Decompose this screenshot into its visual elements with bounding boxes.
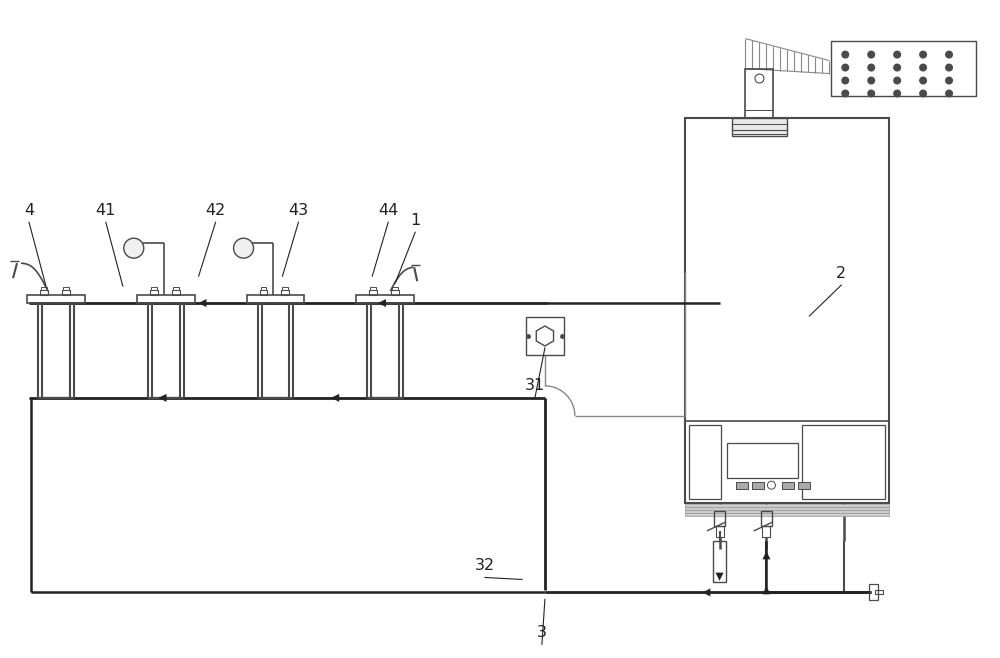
Circle shape — [894, 77, 900, 84]
Bar — [685, 504, 889, 507]
Bar — [370, 287, 376, 290]
Circle shape — [868, 51, 875, 58]
Bar — [802, 425, 885, 499]
Circle shape — [946, 90, 952, 97]
Circle shape — [868, 77, 875, 84]
Bar — [875, 590, 883, 594]
Circle shape — [920, 51, 926, 58]
Bar — [782, 482, 794, 489]
Bar — [40, 290, 48, 295]
Bar — [282, 287, 288, 290]
Text: 43: 43 — [288, 203, 308, 218]
Circle shape — [946, 64, 952, 71]
Text: 44: 44 — [378, 203, 398, 218]
Bar — [27, 295, 85, 303]
Bar — [369, 290, 377, 295]
Bar — [261, 287, 266, 290]
Bar — [752, 482, 764, 489]
Text: 42: 42 — [205, 203, 226, 218]
Bar — [732, 118, 787, 136]
Circle shape — [868, 64, 875, 71]
Text: 1: 1 — [410, 213, 420, 228]
Bar — [172, 290, 180, 295]
Text: 3: 3 — [537, 625, 547, 640]
Bar — [151, 287, 157, 290]
Text: 31: 31 — [525, 378, 545, 393]
Bar — [247, 295, 304, 303]
Circle shape — [894, 90, 900, 97]
Bar — [137, 295, 195, 303]
Circle shape — [842, 77, 849, 84]
Circle shape — [920, 64, 926, 71]
Circle shape — [920, 90, 926, 97]
Bar — [150, 290, 158, 295]
Bar — [713, 541, 726, 582]
Bar — [685, 507, 889, 509]
Text: 32: 32 — [475, 558, 495, 573]
Bar — [732, 124, 787, 134]
Circle shape — [894, 64, 900, 71]
Bar — [685, 510, 889, 513]
Bar — [281, 290, 289, 295]
Circle shape — [842, 64, 849, 71]
Circle shape — [894, 51, 900, 58]
Bar — [869, 584, 878, 601]
Bar — [391, 290, 399, 295]
Bar — [762, 526, 770, 536]
Text: 4: 4 — [24, 203, 34, 218]
Circle shape — [920, 77, 926, 84]
Circle shape — [868, 90, 875, 97]
Bar — [798, 482, 810, 489]
Circle shape — [124, 238, 144, 258]
Circle shape — [234, 238, 254, 258]
Bar — [356, 295, 414, 303]
Bar — [63, 287, 69, 290]
Circle shape — [946, 77, 952, 84]
Bar — [260, 290, 267, 295]
Text: 41: 41 — [96, 203, 116, 218]
Bar — [62, 290, 70, 295]
Text: 2: 2 — [836, 266, 846, 280]
Bar — [714, 511, 725, 526]
Bar — [716, 526, 724, 536]
Bar — [761, 511, 772, 526]
Bar — [526, 317, 564, 355]
Bar — [727, 443, 798, 478]
Bar — [685, 118, 889, 503]
Bar — [689, 425, 721, 499]
Bar — [736, 482, 748, 489]
Bar — [392, 287, 398, 290]
Circle shape — [946, 51, 952, 58]
Bar — [41, 287, 47, 290]
Bar — [745, 68, 773, 118]
Circle shape — [842, 51, 849, 58]
Bar — [831, 41, 976, 97]
Bar — [173, 287, 179, 290]
Circle shape — [842, 90, 849, 97]
Bar — [685, 513, 889, 516]
